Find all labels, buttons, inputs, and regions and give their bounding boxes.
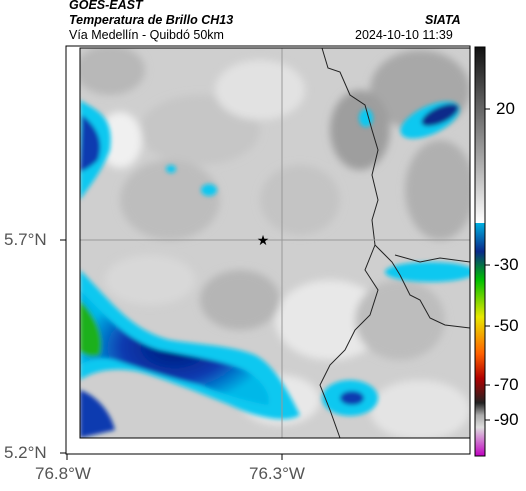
colorbar-label-m70: -70 (494, 375, 519, 394)
colorbar-label-m30: -30 (494, 255, 519, 274)
colorbar (474, 46, 486, 457)
boundary-line (321, 48, 470, 329)
boundary-line-south (319, 244, 379, 438)
satellite-name: GOES-EAST (69, 0, 143, 12)
datetime-label: 2024-10-10 11:39 (355, 28, 453, 42)
star-marker: ★ (257, 233, 270, 249)
org-label: SIATA (425, 13, 461, 27)
colorbar-label-20: 20 (496, 99, 515, 118)
lon-label-76-3: 76.3°W (249, 464, 305, 483)
lon-label-76-8: 76.8°W (35, 464, 91, 483)
colorbar-label-m90: -90 (494, 410, 519, 429)
lat-label-5-2: 5.2°N (4, 443, 47, 462)
outer-frame (65, 45, 471, 455)
boundary-line-east (394, 254, 470, 263)
lat-label-5-7: 5.7°N (4, 230, 47, 249)
product-title: Temperatura de Brillo CH13 (69, 13, 234, 27)
colorbar-label-m50: -50 (494, 316, 519, 335)
region-label: Vía Medellín - Quibdó 50km (69, 28, 224, 42)
